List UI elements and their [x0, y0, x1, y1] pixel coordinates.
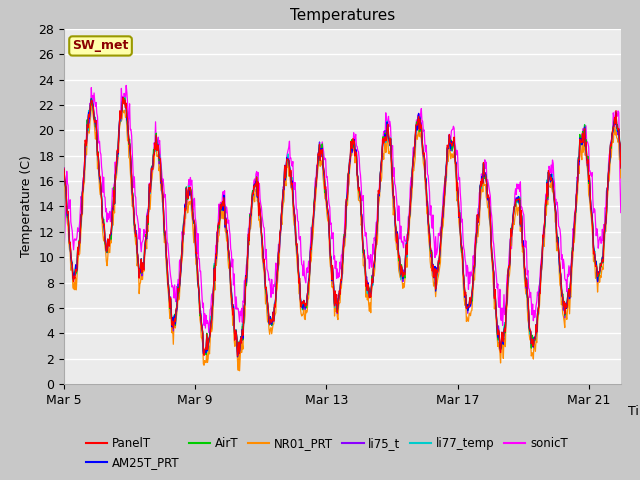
AirT	[617, 161, 625, 167]
sonicT	[397, 223, 404, 229]
NR01_PRT	[136, 281, 143, 287]
AM25T_PRT	[617, 164, 625, 170]
NR01_PRT	[173, 306, 181, 312]
AirT	[124, 128, 132, 133]
PanelT	[120, 95, 127, 100]
AirT	[350, 144, 358, 150]
NR01_PRT	[487, 243, 495, 249]
AM25T_PRT	[136, 266, 143, 272]
AirT	[487, 233, 495, 239]
li77_temp	[397, 277, 404, 283]
AM25T_PRT	[119, 95, 127, 100]
li77_temp	[136, 266, 143, 272]
Legend: PanelT, AM25T_PRT, AirT, NR01_PRT, li75_t, li77_temp, sonicT: PanelT, AM25T_PRT, AirT, NR01_PRT, li75_…	[81, 432, 573, 474]
NR01_PRT	[236, 368, 243, 373]
AirT	[88, 96, 95, 101]
sonicT	[173, 288, 181, 294]
AirT	[202, 352, 210, 358]
AM25T_PRT	[350, 141, 358, 147]
NR01_PRT	[124, 136, 132, 142]
PanelT	[487, 234, 495, 240]
NR01_PRT	[88, 102, 95, 108]
X-axis label: Time: Time	[628, 405, 640, 418]
Line: li77_temp: li77_temp	[64, 97, 621, 353]
li75_t	[124, 128, 132, 133]
Text: SW_met: SW_met	[72, 39, 129, 52]
Line: PanelT: PanelT	[64, 97, 621, 356]
sonicT	[487, 208, 495, 214]
sonicT	[60, 254, 68, 260]
li77_temp	[124, 131, 132, 137]
li77_temp	[234, 350, 242, 356]
li77_temp	[617, 166, 625, 171]
sonicT	[617, 210, 625, 216]
AM25T_PRT	[397, 272, 404, 278]
AM25T_PRT	[234, 354, 241, 360]
sonicT	[205, 330, 212, 336]
AM25T_PRT	[173, 296, 181, 302]
AirT	[136, 265, 143, 271]
li75_t	[173, 297, 181, 303]
sonicT	[124, 120, 132, 126]
AirT	[397, 274, 404, 279]
PanelT	[617, 165, 625, 171]
AM25T_PRT	[487, 237, 495, 242]
li75_t	[136, 267, 143, 273]
PanelT	[234, 353, 241, 359]
AM25T_PRT	[60, 167, 68, 173]
NR01_PRT	[397, 276, 404, 281]
AM25T_PRT	[124, 128, 132, 134]
li75_t	[617, 164, 625, 169]
Line: AirT: AirT	[64, 98, 621, 355]
li75_t	[234, 352, 241, 358]
PanelT	[60, 166, 68, 171]
li75_t	[119, 96, 127, 102]
PanelT	[173, 300, 181, 305]
Y-axis label: Temperature (C): Temperature (C)	[20, 156, 33, 257]
Line: AM25T_PRT: AM25T_PRT	[64, 97, 621, 357]
PanelT	[136, 266, 143, 272]
NR01_PRT	[617, 175, 625, 181]
PanelT	[397, 272, 404, 278]
Title: Temperatures: Temperatures	[290, 9, 395, 24]
NR01_PRT	[60, 174, 68, 180]
PanelT	[350, 141, 358, 147]
li75_t	[350, 141, 358, 146]
li77_temp	[60, 169, 68, 175]
li75_t	[60, 165, 68, 170]
PanelT	[124, 128, 132, 133]
AirT	[60, 168, 68, 173]
sonicT	[350, 130, 358, 136]
li77_temp	[487, 238, 495, 243]
sonicT	[122, 83, 130, 88]
Line: li75_t: li75_t	[64, 99, 621, 355]
li77_temp	[350, 140, 358, 145]
NR01_PRT	[350, 145, 358, 151]
AirT	[173, 297, 181, 302]
Line: sonicT: sonicT	[64, 85, 621, 333]
li75_t	[397, 274, 404, 280]
li75_t	[487, 237, 495, 242]
Line: NR01_PRT: NR01_PRT	[64, 105, 621, 371]
li77_temp	[121, 94, 129, 100]
sonicT	[136, 226, 143, 231]
li77_temp	[173, 298, 181, 304]
